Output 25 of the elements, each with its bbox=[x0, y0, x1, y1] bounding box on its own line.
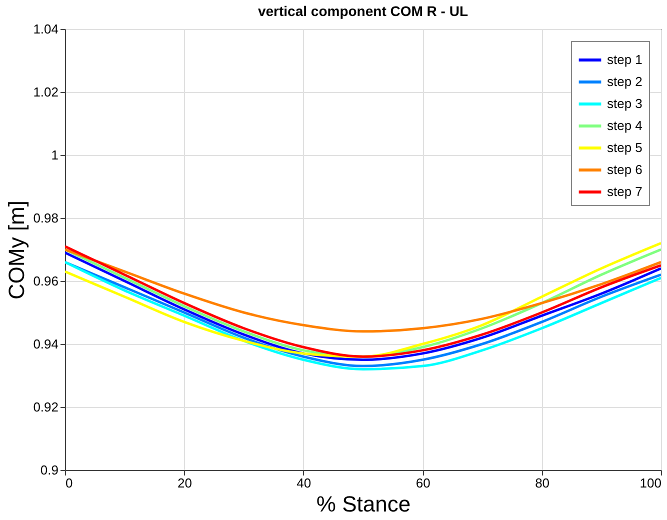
x-tick-label: 40 bbox=[296, 476, 312, 490]
y-tick-label: 0.98 bbox=[33, 210, 58, 226]
x-tick-label: 60 bbox=[416, 476, 430, 490]
y-tick-label: 1.02 bbox=[33, 84, 58, 100]
legend-label: step 2 bbox=[607, 74, 642, 89]
legend-label: step 7 bbox=[607, 184, 642, 199]
x-tick-label: 0 bbox=[66, 476, 73, 490]
x-tick-label: 100 bbox=[640, 476, 662, 490]
legend-label: step 4 bbox=[607, 118, 642, 133]
chart-title: vertical component COM R - UL bbox=[258, 3, 468, 19]
x-tick-label: 80 bbox=[535, 476, 550, 490]
x-axis-title: % Stance bbox=[316, 492, 411, 516]
y-tick-label: 1.04 bbox=[33, 22, 58, 36]
y-tick-label: 0.9 bbox=[40, 462, 58, 478]
legend-label: step 3 bbox=[607, 96, 642, 111]
x-tick-label: 20 bbox=[177, 476, 192, 490]
y-tick-label: 1 bbox=[51, 148, 58, 162]
y-tick-label: 0.96 bbox=[33, 274, 58, 288]
line-series bbox=[65, 248, 661, 333]
y-axis-title: COMy [m] bbox=[4, 200, 30, 300]
legend-label: step 1 bbox=[607, 52, 642, 67]
y-tick-label: 0.92 bbox=[33, 400, 58, 414]
legend-label: step 5 bbox=[607, 140, 642, 155]
y-tick-label: 0.94 bbox=[33, 336, 58, 352]
legend-label: step 6 bbox=[607, 162, 642, 177]
